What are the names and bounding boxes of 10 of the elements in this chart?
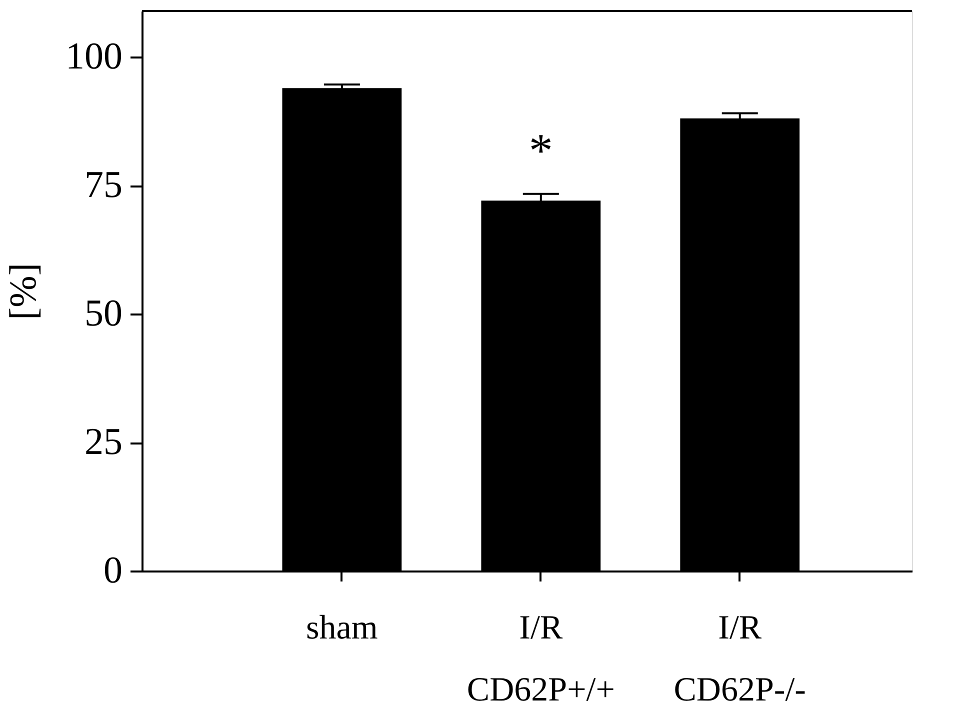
y-tick-label: 75 — [84, 164, 122, 206]
x-tick-label: sham — [306, 610, 378, 646]
x-tick-label: I/R CD62P+/+ — [466, 610, 615, 708]
y-axis-title: [%] — [2, 263, 44, 320]
y-tick-label: 0 — [104, 550, 122, 592]
y-tick-label: 25 — [84, 421, 122, 464]
x-tick-label: I/R CD62P-/- — [674, 610, 806, 708]
annotation: * — [528, 124, 553, 178]
y-tick-label: 50 — [84, 292, 122, 335]
y-tick-label: 100 — [66, 36, 122, 78]
